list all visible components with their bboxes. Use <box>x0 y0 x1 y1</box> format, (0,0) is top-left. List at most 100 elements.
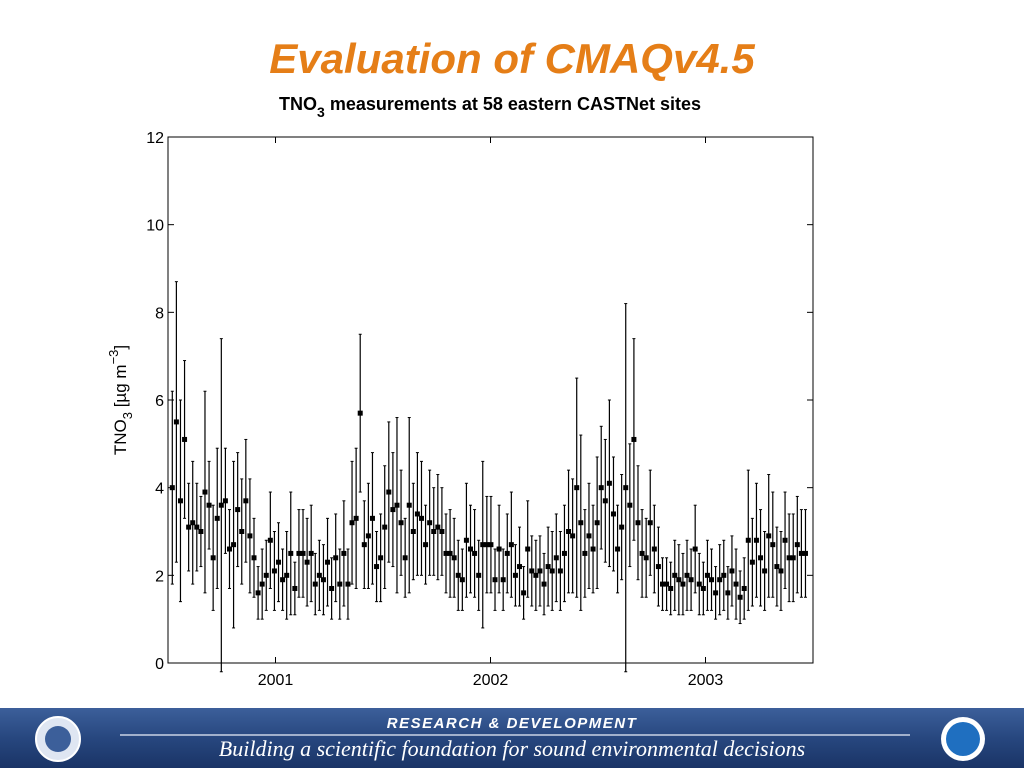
point <box>353 515 359 521</box>
point <box>643 555 649 561</box>
footer-tagline: Building a scientific foundation for sou… <box>219 736 805 761</box>
point <box>790 555 796 561</box>
point <box>480 542 486 548</box>
point <box>447 550 453 556</box>
ylabel-close: ] <box>111 345 130 350</box>
point <box>329 585 335 591</box>
point <box>386 489 392 495</box>
point <box>774 564 780 570</box>
point <box>651 546 657 552</box>
point <box>177 498 183 504</box>
point <box>664 581 670 587</box>
point <box>374 564 380 570</box>
point <box>598 485 604 491</box>
subtitle-rest: measurements at 58 eastern CASTNet sites <box>325 94 701 114</box>
point <box>586 533 592 539</box>
point <box>533 572 539 578</box>
point <box>610 511 616 517</box>
point <box>320 577 326 583</box>
point <box>398 520 404 526</box>
point <box>186 524 192 530</box>
point <box>468 546 474 552</box>
y-tick-label: 8 <box>155 305 164 322</box>
epa-logo-inner <box>45 726 71 752</box>
point <box>472 550 478 556</box>
point <box>704 572 710 578</box>
point <box>202 489 208 495</box>
point <box>660 581 665 587</box>
x-tick-label: 2003 <box>688 672 724 689</box>
point <box>758 555 764 561</box>
point <box>243 498 249 504</box>
point <box>496 546 502 552</box>
point <box>557 568 563 574</box>
x-tick-label: 2002 <box>473 672 509 689</box>
y-tick-label: 10 <box>146 218 164 235</box>
point <box>198 529 204 534</box>
point <box>655 564 661 570</box>
point <box>753 537 759 543</box>
slide-title: Evaluation of CMAQv4.5 <box>269 35 755 83</box>
point <box>382 524 388 530</box>
point <box>284 572 290 578</box>
point <box>206 502 212 508</box>
point <box>566 529 572 534</box>
subtitle-main: TNO <box>279 94 317 114</box>
point <box>182 436 188 442</box>
point <box>418 515 424 521</box>
point <box>676 577 682 583</box>
y-tick-label: 6 <box>155 393 164 410</box>
point <box>239 529 245 534</box>
marks: 0 2 4 6 8 10 12 2001 2002 2003 <box>146 130 813 689</box>
point <box>304 559 310 565</box>
point <box>357 410 363 416</box>
y-tick-label: 2 <box>155 568 164 585</box>
point <box>574 485 580 491</box>
point <box>525 546 531 552</box>
point <box>247 533 253 539</box>
point <box>300 550 306 556</box>
point <box>794 542 800 548</box>
point <box>521 590 527 596</box>
point <box>680 581 686 587</box>
point <box>602 498 608 504</box>
point <box>463 537 469 543</box>
point <box>766 533 772 539</box>
point <box>476 572 482 578</box>
point <box>169 485 175 491</box>
point <box>312 581 318 587</box>
point <box>402 555 408 561</box>
y-tick-label: 4 <box>155 481 164 498</box>
point <box>251 555 257 561</box>
point <box>451 555 457 561</box>
point <box>414 511 420 517</box>
point <box>325 559 331 565</box>
point <box>235 507 241 513</box>
point <box>394 502 400 508</box>
x-tick-label: 2001 <box>258 672 294 689</box>
point <box>802 550 808 556</box>
point <box>798 550 804 556</box>
ylabel-sub: 3 <box>120 412 135 419</box>
point <box>688 577 694 583</box>
point <box>786 555 792 561</box>
point <box>541 581 547 587</box>
point <box>349 520 355 526</box>
point <box>410 529 416 534</box>
subtitle-sub: 3 <box>317 104 325 120</box>
point <box>647 520 653 526</box>
point <box>582 550 588 556</box>
point <box>709 577 715 583</box>
point <box>435 524 441 530</box>
point <box>263 572 269 578</box>
point <box>427 520 433 526</box>
point <box>545 564 551 570</box>
ylabel-unit: [µg m <box>111 364 130 412</box>
point <box>692 546 698 552</box>
point <box>504 550 510 556</box>
point <box>782 537 788 543</box>
point <box>361 542 367 548</box>
point <box>537 568 543 574</box>
point <box>684 572 690 578</box>
point <box>296 550 302 556</box>
